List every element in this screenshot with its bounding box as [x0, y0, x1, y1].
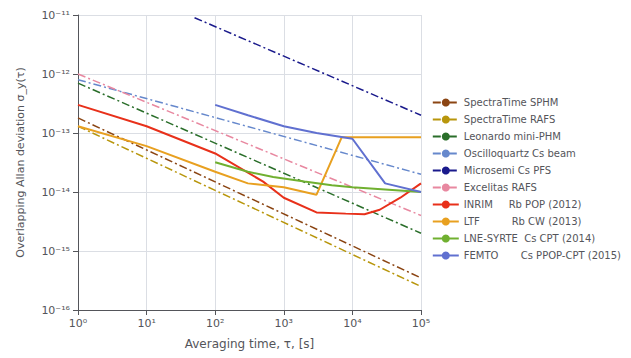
- svg-text:10⁻¹⁴: 10⁻¹⁴: [41, 186, 70, 199]
- svg-text:10²: 10²: [206, 317, 224, 330]
- svg-text:SpectraTime SPHM: SpectraTime SPHM: [464, 97, 559, 108]
- svg-text:SpectraTime RAFS: SpectraTime RAFS: [464, 114, 555, 125]
- svg-text:10⁻¹²: 10⁻¹²: [41, 68, 70, 81]
- svg-text:10⁻¹⁶: 10⁻¹⁶: [41, 304, 70, 317]
- svg-text:LTF Rb CW (2013): LTF Rb CW (2013): [464, 216, 582, 227]
- svg-text:10⁻¹⁵: 10⁻¹⁵: [41, 245, 70, 258]
- svg-text:INRIM Rb POP (2012): INRIM Rb POP (2012): [464, 199, 582, 210]
- svg-text:Averaging time, τ, [s]: Averaging time, τ, [s]: [185, 337, 314, 351]
- svg-text:10⁵: 10⁵: [412, 317, 430, 330]
- svg-text:FEMTO Cs PPOP-CPT (2015): FEMTO Cs PPOP-CPT (2015): [464, 250, 621, 261]
- svg-text:10³: 10³: [275, 317, 293, 330]
- svg-text:LNE-SYRTE Cs CPT (2014): LNE-SYRTE Cs CPT (2014): [464, 233, 595, 244]
- svg-text:10⁰: 10⁰: [69, 317, 88, 330]
- svg-text:Oscilloquartz Cs beam: Oscilloquartz Cs beam: [464, 148, 576, 159]
- svg-text:10¹: 10¹: [137, 317, 155, 330]
- svg-text:Microsemi Cs PFS: Microsemi Cs PFS: [464, 165, 551, 176]
- svg-text:Excelitas RAFS: Excelitas RAFS: [464, 182, 537, 193]
- svg-text:10⁻¹¹: 10⁻¹¹: [41, 9, 70, 22]
- svg-text:Overlapping Allan deviation σ_: Overlapping Allan deviation σ_y(τ): [14, 67, 27, 257]
- svg-text:10⁴: 10⁴: [343, 317, 362, 330]
- svg-text:10⁻¹³: 10⁻¹³: [41, 127, 70, 140]
- svg-text:Leonardo mini-PHM: Leonardo mini-PHM: [464, 131, 561, 142]
